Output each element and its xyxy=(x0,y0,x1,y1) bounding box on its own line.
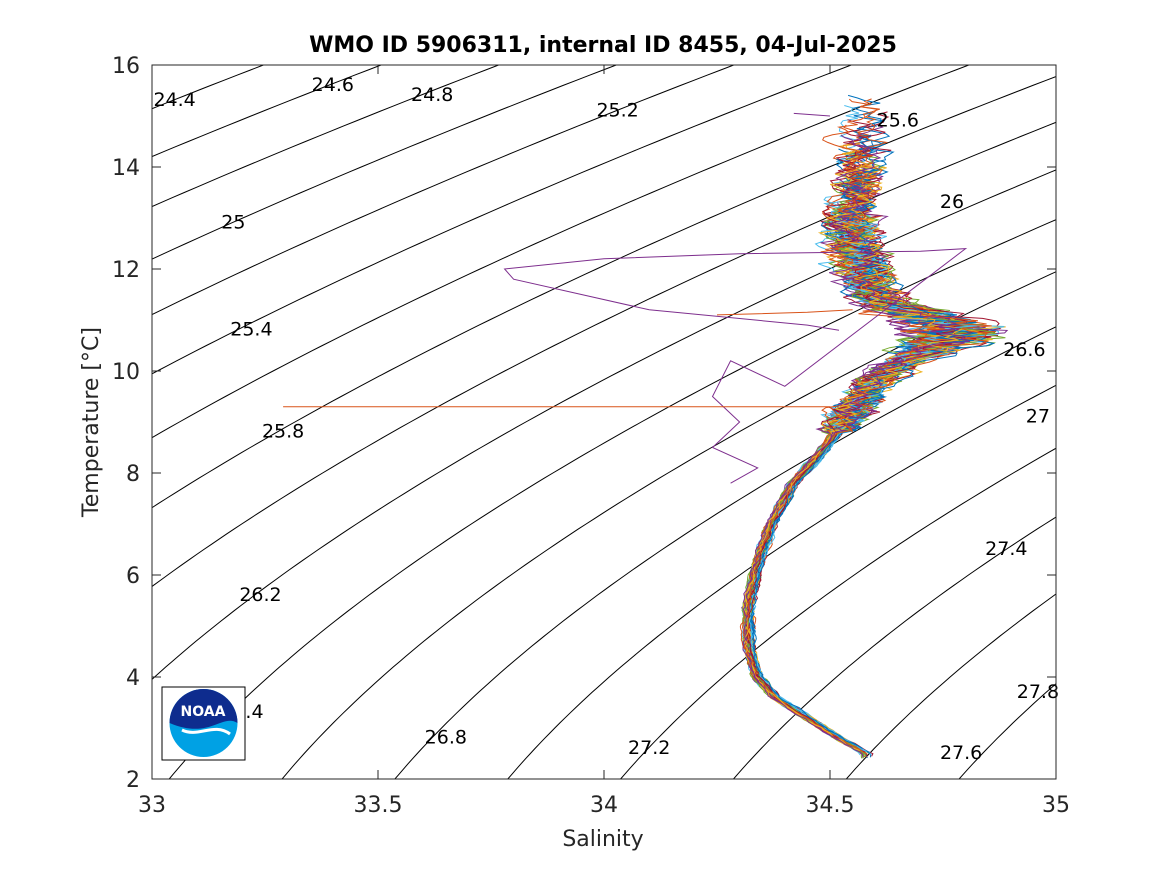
density-contour-label: 27.4 xyxy=(985,538,1027,560)
density-contour-line xyxy=(152,121,1056,588)
x-axis-ticks: 33 33.5 34 34.5 35 xyxy=(138,65,1070,818)
density-contour-label: 24.8 xyxy=(411,84,453,106)
x-tick-label: 34.5 xyxy=(806,793,855,818)
y-axis-label: Temperature [°C] xyxy=(79,327,104,518)
profile-line xyxy=(742,134,971,755)
density-contour-labels: 24.424.624.82525.225.425.625.82626.226.4… xyxy=(153,74,1059,764)
y-tick-label: 6 xyxy=(126,564,140,589)
profile-line xyxy=(744,221,971,750)
profile-line-outlier xyxy=(716,309,853,316)
y-tick-label: 4 xyxy=(126,666,140,691)
noaa-logo: NOAA xyxy=(161,686,246,761)
density-contour-line xyxy=(152,169,1056,681)
density-contour-line xyxy=(845,593,1056,779)
y-tick-label: 14 xyxy=(112,156,140,181)
profile-line xyxy=(743,210,983,750)
density-contour-label: 27.8 xyxy=(1017,681,1059,703)
density-contour-label: 27 xyxy=(1026,405,1050,427)
y-tick-label: 2 xyxy=(126,768,140,793)
density-contour-line xyxy=(152,65,736,316)
x-tick-label: 33.5 xyxy=(354,793,403,818)
density-contour-label: 25.6 xyxy=(877,110,919,132)
density-contour-line xyxy=(394,326,1056,779)
density-contour-label: 27.6 xyxy=(940,742,982,764)
density-contour-label: 27.2 xyxy=(628,737,670,759)
density-contour-line xyxy=(152,65,853,375)
x-axis-label: Salinity xyxy=(562,827,643,852)
y-axis-ticks: 2 4 6 8 10 12 14 16 xyxy=(112,54,1056,793)
profile-line-outlier xyxy=(503,248,968,484)
density-contour-label: 24.4 xyxy=(153,89,195,111)
density-contour-line xyxy=(732,516,1056,779)
density-contour-line xyxy=(619,447,1056,779)
y-tick-label: 10 xyxy=(112,360,140,385)
density-contour-label: 25.8 xyxy=(262,421,304,443)
density-contour-label: 25 xyxy=(221,212,245,234)
density-contour-label: 25.4 xyxy=(230,319,272,341)
x-tick-label: 35 xyxy=(1042,793,1070,818)
density-contour-line xyxy=(281,271,1056,779)
profile-lines xyxy=(283,94,1009,759)
density-contour-label: 26.8 xyxy=(425,727,467,749)
profile-line xyxy=(742,163,963,751)
density-contour-line xyxy=(152,65,618,260)
noaa-logo-text: NOAA xyxy=(181,704,226,720)
y-tick-label: 8 xyxy=(126,462,140,487)
profile-line xyxy=(748,218,978,752)
density-contour-line xyxy=(152,65,500,208)
x-tick-label: 33 xyxy=(138,793,166,818)
profile-line-outlier xyxy=(283,406,853,433)
density-contour-line xyxy=(507,384,1056,779)
y-tick-label: 16 xyxy=(112,54,140,79)
profile-line xyxy=(743,98,992,755)
density-contour-label: 25.2 xyxy=(596,99,638,121)
x-tick-label: 34 xyxy=(590,793,618,818)
density-contour-label: 24.6 xyxy=(312,74,354,96)
y-tick-label: 12 xyxy=(112,258,140,283)
density-contour-line xyxy=(168,219,1056,779)
profile-line-outlier xyxy=(793,112,831,117)
density-contour-line xyxy=(152,65,971,439)
density-contour-label: 26.2 xyxy=(239,584,281,606)
density-contour-label: 26.6 xyxy=(1003,339,1045,361)
chart-title: WMO ID 5906311, internal ID 8455, 04-Jul… xyxy=(309,33,897,58)
density-contours xyxy=(152,65,1056,779)
density-contour-label: 26 xyxy=(940,191,964,213)
